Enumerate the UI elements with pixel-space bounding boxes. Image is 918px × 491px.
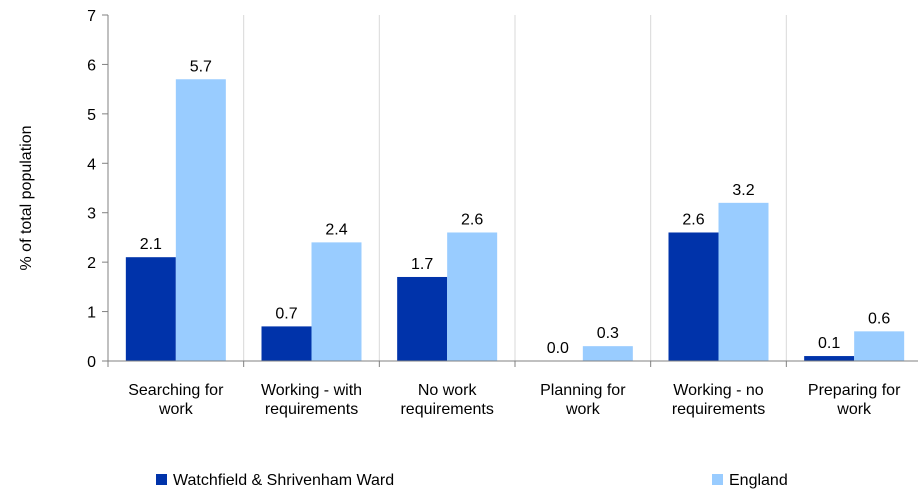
data-label: 0.6: [868, 310, 890, 327]
axes: [102, 14, 918, 367]
bar-england: [854, 331, 905, 361]
y-tick-label: 5: [87, 107, 96, 124]
bar-ward: [804, 356, 855, 361]
data-label: 1.7: [411, 256, 433, 273]
bar-ward: [397, 276, 448, 361]
y-tick-label: 2: [87, 255, 96, 272]
y-tick-label: 6: [87, 57, 96, 74]
y-tick-label: 7: [87, 8, 96, 25]
category-label: No work requirements: [400, 382, 493, 418]
bars: [125, 79, 905, 361]
y-tick-label: 1: [87, 305, 96, 322]
bar-ward: [125, 257, 176, 361]
y-tick-label: 3: [87, 206, 96, 223]
y-tick-labels: 0 1 2 3 4 5 6 7: [87, 8, 96, 371]
data-label: 2.6: [461, 211, 483, 228]
data-label: 2.4: [325, 221, 347, 238]
bar-ward: [668, 232, 719, 361]
data-label: 0.1: [818, 335, 840, 352]
y-tick-label: 4: [87, 156, 96, 173]
legend-label: Watchfield & Shrivenham Ward: [173, 472, 394, 489]
data-label: 2.1: [140, 236, 162, 253]
bar-england: [175, 79, 226, 361]
bar-england: [311, 242, 362, 361]
data-label: 0.7: [275, 305, 297, 322]
grid-lines: [243, 15, 787, 361]
y-axis-title: % of total population: [18, 126, 35, 271]
data-label: 3.2: [732, 182, 754, 199]
y-tick-label: 0: [87, 354, 96, 371]
category-label: Searching for work: [128, 382, 224, 418]
bar-ward: [261, 326, 312, 361]
category-label: Working - no requirements: [672, 382, 765, 418]
data-label: 5.7: [190, 58, 212, 75]
legend: Watchfield & Shrivenham Ward England: [156, 472, 788, 489]
data-label: 0.0: [547, 340, 569, 357]
category-label: Planning for work: [540, 382, 626, 418]
data-labels: 2.1 5.7 0.7 2.4 1.7 2.6 0.0 0.3 2.6 3.2 0.1 0.6: [140, 58, 891, 357]
bar-england: [447, 232, 498, 361]
bar-england: [582, 346, 633, 361]
data-label: 0.3: [597, 325, 619, 342]
category-label: Preparing for work: [808, 382, 901, 418]
legend-swatch: [156, 474, 167, 485]
data-label: 2.6: [682, 211, 704, 228]
category-label: Working - with requirements: [261, 382, 362, 418]
legend-label: England: [729, 472, 788, 489]
x-category-labels: Searching for work Working - with requireme…: [128, 382, 901, 418]
bar-england: [718, 202, 769, 361]
legend-swatch: [712, 474, 723, 485]
